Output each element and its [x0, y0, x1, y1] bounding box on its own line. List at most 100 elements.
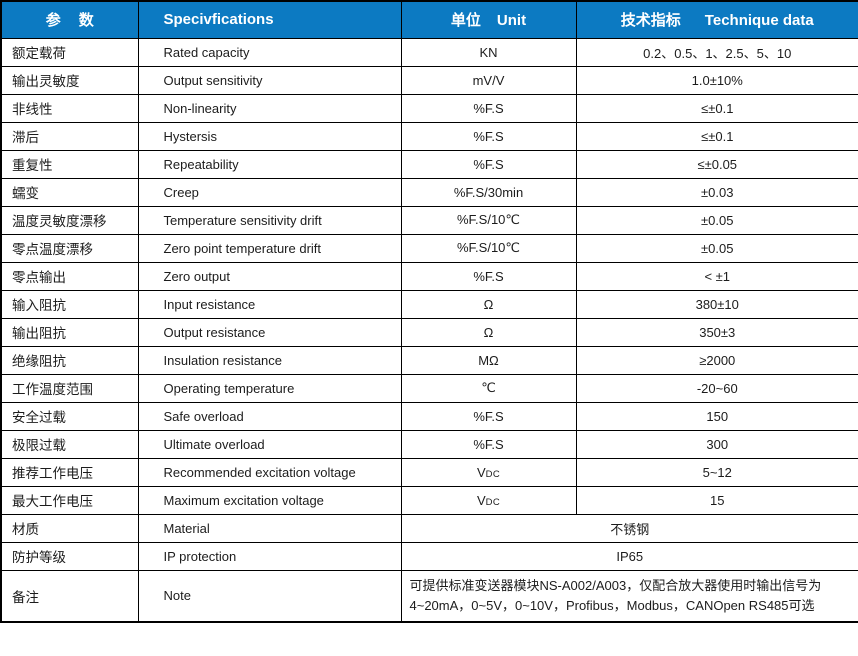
unit-cell: Ω	[400, 317, 577, 347]
specification-cell-en: Zero point temperature drift	[137, 233, 402, 263]
specification-cell-en: Material	[137, 513, 402, 543]
unit-cell: ℃	[400, 373, 577, 403]
technique-data-cell: ≤±0.1	[575, 121, 858, 151]
parameter-cell-zh: 绝缘阻抗	[0, 345, 139, 375]
unit-cell: %F.S	[400, 93, 577, 123]
specification-cell-en: Operating temperature	[137, 373, 402, 403]
specification-cell-en: Creep	[137, 177, 402, 207]
parameter-cell-zh: 滞后	[0, 121, 139, 151]
unit-cell: %F.S/30min	[400, 177, 577, 207]
technique-data-cell: ±0.05	[575, 233, 858, 263]
header-parameter-zh-2: 数	[78, 12, 94, 30]
parameter-cell-zh: 非线性	[0, 93, 139, 123]
table-row: 零点输出 Zero output %F.S < ±1	[0, 261, 858, 291]
specification-cell-en: Output resistance	[137, 317, 402, 347]
technique-data-cell: 1.0±10%	[575, 65, 858, 95]
parameter-cell-zh: 输出灵敏度	[0, 65, 139, 95]
technique-data-cell: < ±1	[575, 261, 858, 291]
specification-cell-en: Rated capacity	[137, 37, 402, 67]
unit-cell: %F.S/10℃	[400, 205, 577, 235]
technique-data-cell: 15	[575, 485, 858, 515]
technique-data-cell: ±0.05	[575, 205, 858, 235]
unit-cell: VDC	[400, 457, 577, 487]
specification-cell-en: Non-linearity	[137, 93, 402, 123]
table-row: 输出灵敏度 Output sensitivity mV/V 1.0±10%	[0, 65, 858, 95]
header-row: 参数 Specivfications 单位 Unit 技术指标 Technique …	[0, 0, 858, 39]
header-technique-data: 技术指标 Technique data	[575, 0, 858, 39]
specification-cell-en: IP protection	[137, 541, 402, 571]
table-row: 输入阻抗 Input resistance Ω 380±10	[0, 289, 858, 319]
parameter-cell-zh: 工作温度范围	[0, 373, 139, 403]
parameter-cell-zh: 安全过载	[0, 401, 139, 431]
parameter-cell-zh: 输出阻抗	[0, 317, 139, 347]
parameter-cell-zh: 重复性	[0, 149, 139, 179]
header-unit-zh: 单位	[450, 12, 481, 30]
specification-cell-en: Temperature sensitivity drift	[137, 205, 402, 235]
table-row: 重复性 Repeatability %F.S ≤±0.05	[0, 149, 858, 179]
parameter-cell-zh: 推荐工作电压	[0, 457, 139, 487]
parameter-cell-zh: 最大工作电压	[0, 485, 139, 515]
specification-cell-en: Safe overload	[137, 401, 402, 431]
technique-data-cell: ≤±0.1	[575, 93, 858, 123]
unit-cell: %F.S	[400, 261, 577, 291]
table-row: 温度灵敏度漂移 Temperature sensitivity drift %F.S…	[0, 205, 858, 235]
header-tech-zh: 技术指标	[620, 12, 681, 30]
parameter-cell-zh: 备注	[0, 569, 139, 623]
parameter-cell-zh: 额定载荷	[0, 37, 139, 67]
parameter-cell-zh: 防护等级	[0, 541, 139, 571]
specification-cell-en: Repeatability	[137, 149, 402, 179]
table-row: 额定载荷 Rated capacity KN 0.2、0.5、1、2.5、5、10	[0, 37, 858, 67]
parameter-cell-zh: 极限过载	[0, 429, 139, 459]
technique-data-cell: ±0.03	[575, 177, 858, 207]
specification-cell-en: Zero output	[137, 261, 402, 291]
table-row: 绝缘阻抗 Insulation resistance MΩ ≥2000	[0, 345, 858, 375]
specification-cell-en: Maximum excitation voltage	[137, 485, 402, 515]
specification-cell-en: Hystersis	[137, 121, 402, 151]
header-tech-en: Technique data	[704, 12, 814, 30]
unit-cell: KN	[400, 37, 577, 67]
header-unit: 单位 Unit	[400, 0, 577, 39]
table-row: 材质 Material 不锈钢	[0, 513, 858, 543]
specification-cell-en: Recommended excitation voltage	[137, 457, 402, 487]
unit-cell: MΩ	[400, 345, 577, 375]
table-header: 参数 Specivfications 单位 Unit 技术指标 Technique …	[0, 0, 858, 39]
technique-data-cell: 150	[575, 401, 858, 431]
merged-value-cell: 不锈钢	[400, 513, 858, 543]
technique-data-cell: 300	[575, 429, 858, 459]
table-row: 最大工作电压 Maximum excitation voltage VDC 15	[0, 485, 858, 515]
unit-subscript: DC	[485, 496, 500, 508]
parameter-cell-zh: 零点输出	[0, 261, 139, 291]
parameter-cell-zh: 蠕变	[0, 177, 139, 207]
note-cell: 可提供标准变送器模块NS-A002/A003，仅配合放大器使用时输出信号为 4~2…	[400, 569, 858, 623]
parameter-cell-zh: 温度灵敏度漂移	[0, 205, 139, 235]
header-specifications-label: Specivfications	[163, 11, 274, 29]
specifications-table: 参数 Specivfications 单位 Unit 技术指标 Technique …	[0, 0, 858, 623]
specification-cell-en: Note	[137, 569, 402, 623]
unit-cell: %F.S/10℃	[400, 233, 577, 263]
specification-cell-en: Ultimate overload	[137, 429, 402, 459]
table-row: 输出阻抗 Output resistance Ω 350±3	[0, 317, 858, 347]
merged-value-cell: IP65	[400, 541, 858, 571]
specification-cell-en: Insulation resistance	[137, 345, 402, 375]
table-row: 非线性 Non-linearity %F.S ≤±0.1	[0, 93, 858, 123]
technique-data-cell: ≤±0.05	[575, 149, 858, 179]
unit-cell: %F.S	[400, 401, 577, 431]
unit-subscript: DC	[485, 468, 500, 480]
header-parameter-zh-1: 参	[45, 12, 61, 30]
technique-data-cell: ≥2000	[575, 345, 858, 375]
header-unit-en: Unit	[496, 12, 527, 30]
table-row: 备注 Note 可提供标准变送器模块NS-A002/A003，仅配合放大器使用时输出…	[0, 569, 858, 623]
parameter-cell-zh: 输入阻抗	[0, 289, 139, 319]
technique-data-cell: 380±10	[575, 289, 858, 319]
unit-cell: %F.S	[400, 121, 577, 151]
header-parameter: 参数	[0, 0, 139, 39]
parameter-cell-zh: 材质	[0, 513, 139, 543]
table-row: 推荐工作电压 Recommended excitation voltage VDC 5…	[0, 457, 858, 487]
table-row: 极限过载 Ultimate overload %F.S 300	[0, 429, 858, 459]
technique-data-cell: 5~12	[575, 457, 858, 487]
unit-cell: mV/V	[400, 65, 577, 95]
specification-cell-en: Input resistance	[137, 289, 402, 319]
technique-data-cell: 350±3	[575, 317, 858, 347]
table-row: 工作温度范围 Operating temperature ℃ -20~60	[0, 373, 858, 403]
